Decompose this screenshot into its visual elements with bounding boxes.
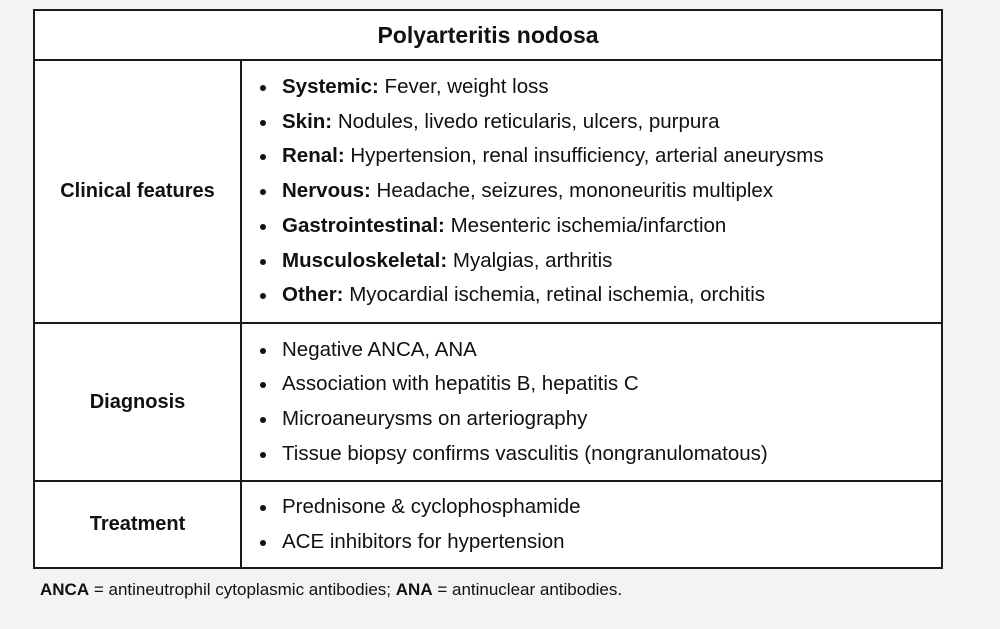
- table-row-diagnosis: Diagnosis Negative ANCA, ANA Association…: [33, 322, 943, 482]
- item-term: Gastrointestinal:: [282, 213, 445, 237]
- item-text: Fever, weight loss: [378, 75, 549, 99]
- bullet-icon: [260, 293, 266, 300]
- item-text: Myocardial ischemia, retinal ischemia, o…: [343, 283, 766, 307]
- list-item: Other: Myocardial ischemia, retinal isch…: [256, 278, 941, 313]
- row-label: Diagnosis: [33, 322, 242, 482]
- list-item: Nervous: Headache, seizures, mononeuriti…: [256, 174, 941, 209]
- row-content: Negative ANCA, ANA Association with hepa…: [240, 322, 943, 482]
- bullet-icon: [260, 85, 266, 92]
- bullet-list: Prednisone & cyclophosphamide ACE inhibi…: [256, 490, 941, 559]
- list-item: Tissue biopsy confirms vasculitis (nongr…: [256, 437, 941, 472]
- item-term: Renal:: [282, 144, 345, 168]
- item-text: ACE inhibitors for hypertension: [282, 529, 565, 553]
- row-label: Clinical features: [33, 59, 242, 324]
- list-item: Prednisone & cyclophosphamide: [256, 490, 941, 525]
- bullet-list: Systemic: Fever, weight loss Skin: Nodul…: [256, 70, 941, 313]
- list-item: Gastrointestinal: Mesenteric ischemia/in…: [256, 209, 941, 244]
- bullet-icon: [260, 382, 266, 389]
- item-text: Myalgias, arthritis: [447, 248, 613, 272]
- list-item: Systemic: Fever, weight loss: [256, 70, 941, 105]
- item-term: Skin:: [282, 109, 333, 133]
- table-row-treatment: Treatment Prednisone & cyclophosphamide …: [33, 480, 943, 569]
- item-text: Mesenteric ischemia/infarction: [444, 213, 727, 237]
- bullet-icon: [260, 539, 266, 546]
- row-label: Treatment: [33, 480, 242, 569]
- item-text: Negative ANCA, ANA: [282, 337, 477, 361]
- item-text: Hypertension, renal insufficiency, arter…: [344, 144, 824, 168]
- footnote-abbr-anca: ANCA: [40, 580, 90, 599]
- info-table: Polyarteritis nodosa Clinical features S…: [33, 9, 943, 569]
- bullet-icon: [260, 189, 266, 196]
- list-item: Skin: Nodules, livedo reticularis, ulcer…: [256, 105, 941, 140]
- footnote-abbr-ana: ANA: [395, 580, 433, 599]
- bullet-icon: [260, 154, 266, 161]
- row-content: Prednisone & cyclophosphamide ACE inhibi…: [240, 480, 943, 569]
- table-title: Polyarteritis nodosa: [33, 9, 943, 61]
- footnote-def-anca: = antineutrophil cytoplasmic antibodies;: [89, 580, 396, 599]
- item-term: Other:: [282, 283, 344, 307]
- table-row-clinical-features: Clinical features Systemic: Fever, weigh…: [33, 59, 943, 324]
- list-item: Musculoskeletal: Myalgias, arthritis: [256, 244, 941, 279]
- bullet-icon: [260, 504, 266, 511]
- bullet-icon: [260, 119, 266, 126]
- list-item: Negative ANCA, ANA: [256, 333, 941, 368]
- bullet-icon: [260, 417, 266, 423]
- item-term: Nervous:: [282, 179, 371, 203]
- list-item: Association with hepatitis B, hepatitis …: [256, 367, 941, 402]
- table-container: Polyarteritis nodosa Clinical features S…: [33, 9, 943, 569]
- item-text: Microaneurysms on arteriography: [282, 407, 588, 430]
- footnote: ANCA = antineutrophil cytoplasmic antibo…: [40, 580, 622, 600]
- bullet-icon: [260, 347, 266, 354]
- item-text: Headache, seizures, mononeuritis multipl…: [370, 179, 774, 203]
- title-row: Polyarteritis nodosa: [33, 9, 943, 61]
- list-item: Renal: Hypertension, renal insufficiency…: [256, 139, 941, 174]
- item-text: Nodules, livedo reticularis, ulcers, pur…: [332, 109, 720, 133]
- item-text: Tissue biopsy confirms vasculitis (nongr…: [282, 441, 768, 465]
- item-text: Association with hepatitis B, hepatitis …: [282, 372, 639, 396]
- item-term: Musculoskeletal:: [282, 248, 448, 272]
- bullet-list: Negative ANCA, ANA Association with hepa…: [256, 333, 941, 472]
- item-term: Systemic:: [282, 75, 379, 99]
- bullet-icon: [260, 258, 266, 265]
- item-text: Prednisone & cyclophosphamide: [282, 494, 581, 518]
- list-item: Microaneurysms on arteriography: [256, 402, 941, 437]
- row-content: Systemic: Fever, weight loss Skin: Nodul…: [240, 59, 943, 324]
- list-item: ACE inhibitors for hypertension: [256, 525, 941, 560]
- footnote-def-ana: = antinuclear antibodies.: [432, 580, 623, 599]
- bullet-icon: [260, 451, 266, 458]
- bullet-icon: [260, 223, 266, 230]
